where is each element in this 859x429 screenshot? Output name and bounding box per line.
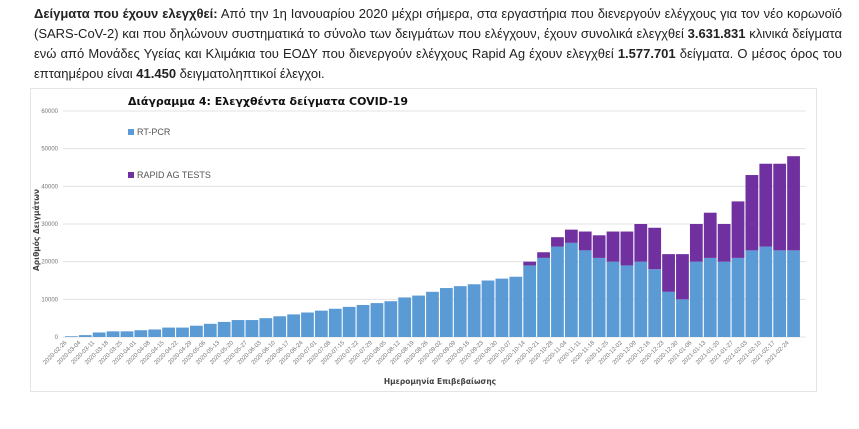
bar-rtpcr (287, 314, 300, 337)
y-tick-label: 20000 (41, 260, 58, 266)
bar-rapid (564, 229, 578, 243)
legend-swatch-rtpcr (128, 129, 134, 135)
bar-rtpcr (439, 288, 453, 337)
y-tick-label: 0 (55, 335, 59, 341)
bar-rtpcr (662, 291, 675, 337)
bar-rtpcr (412, 295, 425, 337)
lead-label: Δείγματα που έχουν ελεγχθεί: (34, 6, 218, 21)
chart-title: Διάγραμμα 4: Ελεγχθέντα δείγματα COVID-1… (128, 95, 408, 108)
bar-rtpcr (384, 301, 398, 337)
bar-rtpcr (481, 280, 495, 337)
bar-rtpcr (92, 332, 106, 337)
y-tick-label: 60000 (41, 109, 58, 115)
bar-rtpcr (148, 329, 162, 337)
bar-rtpcr (120, 331, 134, 337)
bar-rtpcr (189, 325, 203, 337)
bar-rtpcr (634, 261, 648, 337)
bar-rapid (606, 231, 620, 262)
bar-rapid (537, 252, 550, 258)
bar-rapid (717, 224, 731, 262)
bar-rtpcr (689, 261, 703, 337)
bar-rtpcr (523, 265, 537, 337)
bar-rapid (773, 163, 787, 251)
bar-rtpcr (564, 242, 578, 337)
bar-rtpcr (745, 250, 759, 337)
bar-rtpcr (606, 261, 620, 337)
bar-rtpcr (592, 257, 606, 337)
bar-rtpcr (495, 278, 509, 337)
bar-rtpcr (467, 284, 481, 337)
bar-rtpcr (65, 336, 78, 337)
y-axis-label: Αριθμός Δειγμάτων (32, 189, 41, 271)
total-clinical: 3.631.831 (687, 26, 746, 41)
bar-rapid (676, 254, 689, 300)
bar-rtpcr (773, 250, 787, 337)
bar-rtpcr (453, 286, 467, 337)
bar-rapid (745, 175, 759, 251)
bar-rapid (551, 237, 564, 247)
legend-rtpcr: RT-PCR (137, 127, 171, 137)
y-tick-label: 50000 (41, 147, 58, 153)
bar-rtpcr (314, 310, 328, 337)
chart-frame (30, 88, 817, 392)
bar-rtpcr (370, 303, 384, 337)
bar-rtpcr (551, 246, 564, 337)
bar-rtpcr (356, 304, 370, 337)
bar-rtpcr (342, 306, 356, 337)
bar-rtpcr (162, 327, 175, 337)
bar-rtpcr (509, 276, 523, 337)
bar-rtpcr (717, 261, 731, 337)
bar-rapid (662, 254, 675, 292)
bar-rtpcr (106, 331, 120, 337)
bar-rtpcr (273, 316, 287, 337)
bar-rapid (731, 201, 745, 258)
x-axis-label: Ημερομηνία Επιβεβαίωσης (384, 377, 496, 386)
bar-rapid (689, 224, 703, 262)
text: δειγματοληπτικοί έλεγχοι. (176, 66, 325, 81)
text: Από την 1η Ιανουαρίου 2020 μέχρι σήμερα,… (34, 6, 842, 41)
bar-rtpcr (731, 257, 745, 337)
legend-swatch-rapid (128, 172, 134, 178)
tests-summary-paragraph: Δείγματα που έχουν ελεγχθεί: Από την 1η … (34, 4, 842, 84)
text: δείγματα. Ο μέσος όρος του επταημέρου εί… (34, 46, 842, 81)
legend-rapid: RAPID AG TESTS (137, 170, 211, 180)
bar-rapid (523, 261, 537, 266)
bar-rtpcr (537, 257, 550, 337)
bar-rapid (592, 235, 606, 258)
text: κλινικά δείγματα ενώ από Μονάδες Υγείας … (34, 26, 842, 61)
bar-rtpcr (620, 265, 634, 337)
bar-rtpcr (217, 321, 231, 337)
bar-rtpcr (203, 323, 217, 337)
bar-rapid (648, 227, 662, 270)
bar-rtpcr (78, 335, 92, 337)
bar-rtpcr (301, 312, 314, 337)
bar-rtpcr (703, 257, 717, 337)
bar-rtpcr (176, 327, 189, 337)
bar-rtpcr (787, 250, 800, 337)
bar-rapid (634, 224, 648, 262)
bar-rapid (703, 212, 717, 258)
bar-rapid (578, 231, 592, 251)
bar-rapid (787, 156, 800, 251)
bar-rtpcr (398, 297, 412, 337)
bar-rtpcr (648, 269, 662, 337)
bar-rtpcr (134, 330, 148, 337)
total-rapid: 1.577.701 (617, 46, 676, 61)
y-tick-label: 40000 (41, 184, 58, 190)
bar-rtpcr (328, 308, 342, 337)
bar-rtpcr (245, 320, 259, 337)
bar-rtpcr (676, 299, 689, 337)
bar-rapid (759, 163, 773, 247)
y-tick-label: 30000 (41, 222, 58, 228)
bar-rtpcr (578, 250, 592, 337)
bar-rtpcr (759, 246, 773, 337)
bar-rtpcr (259, 318, 273, 337)
weekly-average: 41.450 (136, 66, 177, 81)
bar-rtpcr (426, 291, 439, 337)
y-tick-label: 10000 (41, 297, 58, 303)
bar-rtpcr (231, 320, 245, 337)
bar-rapid (620, 231, 634, 266)
